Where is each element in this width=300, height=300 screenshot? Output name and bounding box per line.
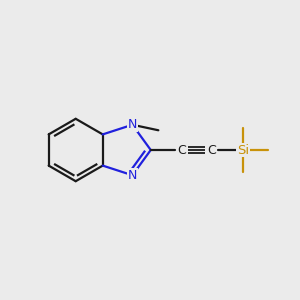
Text: C: C bbox=[178, 143, 186, 157]
Text: N: N bbox=[128, 169, 137, 182]
Text: C: C bbox=[207, 143, 216, 157]
Text: Si: Si bbox=[237, 143, 249, 157]
Text: N: N bbox=[128, 118, 137, 131]
